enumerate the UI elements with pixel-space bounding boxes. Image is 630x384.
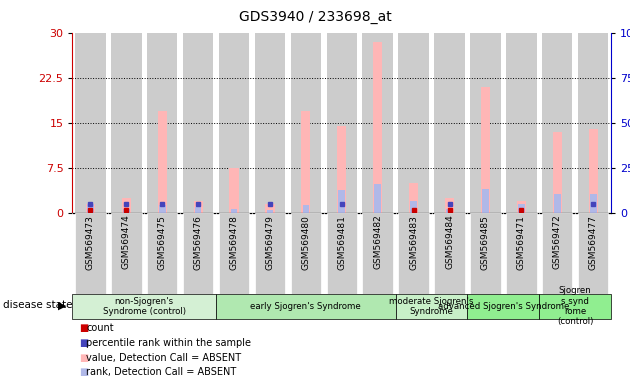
Text: ■: ■ bbox=[79, 367, 88, 377]
Text: GSM569473: GSM569473 bbox=[86, 215, 95, 270]
Bar bbox=[231, 209, 238, 213]
Bar bbox=[183, 213, 214, 294]
Bar bbox=[446, 209, 453, 213]
Bar bbox=[326, 33, 357, 213]
Bar bbox=[470, 33, 501, 213]
Bar bbox=[470, 213, 501, 294]
Bar bbox=[542, 33, 573, 213]
Text: GSM569481: GSM569481 bbox=[337, 215, 346, 270]
Bar bbox=[219, 213, 249, 294]
Bar bbox=[362, 213, 393, 294]
Bar bbox=[410, 201, 417, 213]
Bar bbox=[481, 87, 490, 213]
Bar bbox=[87, 204, 94, 213]
Bar bbox=[578, 213, 609, 294]
Bar bbox=[326, 213, 357, 294]
Text: percentile rank within the sample: percentile rank within the sample bbox=[86, 338, 251, 348]
Bar bbox=[506, 33, 537, 213]
Bar bbox=[219, 33, 249, 213]
FancyBboxPatch shape bbox=[396, 294, 467, 319]
Text: Sjogren
s synd
rome
(control): Sjogren s synd rome (control) bbox=[557, 286, 593, 326]
Bar bbox=[590, 194, 597, 213]
Bar bbox=[290, 213, 321, 294]
Bar bbox=[183, 33, 214, 213]
Text: GSM569480: GSM569480 bbox=[301, 215, 311, 270]
Bar bbox=[374, 184, 381, 213]
Bar bbox=[301, 111, 311, 213]
Text: advanced Sjogren's Syndrome: advanced Sjogren's Syndrome bbox=[438, 302, 569, 311]
Bar bbox=[159, 205, 166, 213]
Bar bbox=[255, 33, 285, 213]
Bar bbox=[506, 213, 537, 294]
Text: GSM569471: GSM569471 bbox=[517, 215, 526, 270]
Bar bbox=[542, 213, 573, 294]
Text: GSM569472: GSM569472 bbox=[553, 215, 562, 270]
Text: GSM569479: GSM569479 bbox=[265, 215, 275, 270]
Bar bbox=[229, 168, 239, 213]
Bar bbox=[373, 42, 382, 213]
Bar bbox=[266, 210, 273, 213]
Bar bbox=[265, 204, 275, 213]
Bar bbox=[195, 207, 202, 213]
Bar bbox=[578, 33, 609, 213]
Bar bbox=[75, 33, 106, 213]
Bar bbox=[588, 129, 598, 213]
Bar bbox=[147, 213, 178, 294]
Text: GDS3940 / 233698_at: GDS3940 / 233698_at bbox=[239, 10, 391, 23]
Bar bbox=[302, 205, 309, 213]
Text: GSM569476: GSM569476 bbox=[193, 215, 203, 270]
Text: moderate Sjogren's
Syndrome: moderate Sjogren's Syndrome bbox=[389, 296, 474, 316]
Bar bbox=[554, 194, 561, 213]
Bar bbox=[445, 198, 454, 213]
Bar bbox=[517, 201, 526, 213]
Bar bbox=[434, 33, 465, 213]
Text: GSM569475: GSM569475 bbox=[158, 215, 167, 270]
Text: ■: ■ bbox=[79, 323, 88, 333]
Bar bbox=[123, 209, 130, 213]
Bar bbox=[518, 204, 525, 213]
Bar bbox=[86, 204, 95, 213]
Bar bbox=[111, 33, 142, 213]
Text: GSM569477: GSM569477 bbox=[588, 215, 598, 270]
FancyBboxPatch shape bbox=[72, 294, 216, 319]
Text: GSM569484: GSM569484 bbox=[445, 215, 454, 270]
FancyBboxPatch shape bbox=[539, 294, 611, 319]
Bar bbox=[122, 198, 131, 213]
Text: rank, Detection Call = ABSENT: rank, Detection Call = ABSENT bbox=[86, 367, 236, 377]
Text: ■: ■ bbox=[79, 338, 88, 348]
Bar bbox=[158, 111, 167, 213]
Bar bbox=[362, 33, 393, 213]
FancyBboxPatch shape bbox=[216, 294, 396, 319]
Bar bbox=[193, 201, 203, 213]
Text: ▶: ▶ bbox=[58, 300, 66, 310]
Text: GSM569485: GSM569485 bbox=[481, 215, 490, 270]
Bar bbox=[482, 189, 489, 213]
Bar bbox=[434, 213, 465, 294]
Text: non-Sjogren's
Syndrome (control): non-Sjogren's Syndrome (control) bbox=[103, 296, 186, 316]
Text: disease state: disease state bbox=[3, 300, 72, 310]
Bar bbox=[75, 213, 106, 294]
Bar bbox=[398, 33, 429, 213]
Text: GSM569482: GSM569482 bbox=[373, 215, 382, 270]
Bar bbox=[398, 213, 429, 294]
Text: GSM569474: GSM569474 bbox=[122, 215, 131, 270]
Text: ■: ■ bbox=[79, 353, 88, 362]
Text: early Sjogren's Syndrome: early Sjogren's Syndrome bbox=[251, 302, 361, 311]
Text: count: count bbox=[86, 323, 114, 333]
Bar bbox=[290, 33, 321, 213]
Bar bbox=[337, 126, 346, 213]
Text: GSM569478: GSM569478 bbox=[229, 215, 239, 270]
Bar bbox=[147, 33, 178, 213]
Text: value, Detection Call = ABSENT: value, Detection Call = ABSENT bbox=[86, 353, 241, 362]
Text: GSM569483: GSM569483 bbox=[409, 215, 418, 270]
Bar bbox=[111, 213, 142, 294]
Bar bbox=[553, 132, 562, 213]
FancyBboxPatch shape bbox=[467, 294, 539, 319]
Bar bbox=[409, 183, 418, 213]
Bar bbox=[338, 190, 345, 213]
Bar bbox=[255, 213, 285, 294]
